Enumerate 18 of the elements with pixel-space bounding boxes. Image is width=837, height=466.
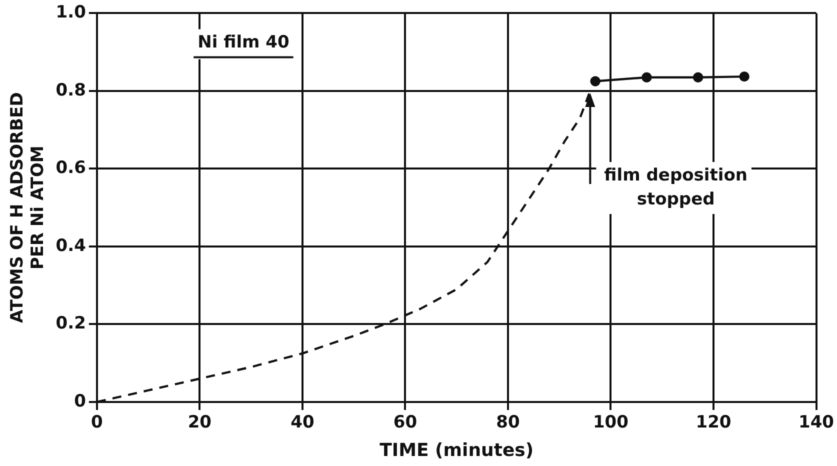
y-tick-label: 0 [74,391,86,412]
annotation: Ni film 40 [198,32,290,53]
y-tick-label: 0.6 [56,158,86,178]
y-tick-label: 1.0 [56,2,86,23]
x-tick-label: 120 [696,412,732,433]
x-tick-label: 60 [393,412,418,433]
x-tick-label: 80 [496,412,520,433]
x-tick-label: 100 [592,412,629,433]
x-axis-title: TIME (minutes) [380,440,534,461]
x-tick-label: 20 [188,412,212,433]
y-tick-label: 0.8 [56,80,86,100]
annotation: film deposition stopped [604,165,748,210]
y-tick-label: 0.4 [56,236,86,256]
x-tick-label: 0 [90,412,103,433]
x-tick-label: 140 [798,412,834,433]
x-tick-label: 40 [290,412,314,433]
y-tick-label: 0.2 [56,314,86,334]
y-axis-title: ATOMS OF H ADSORBED PER Ni ATOM [8,92,48,324]
